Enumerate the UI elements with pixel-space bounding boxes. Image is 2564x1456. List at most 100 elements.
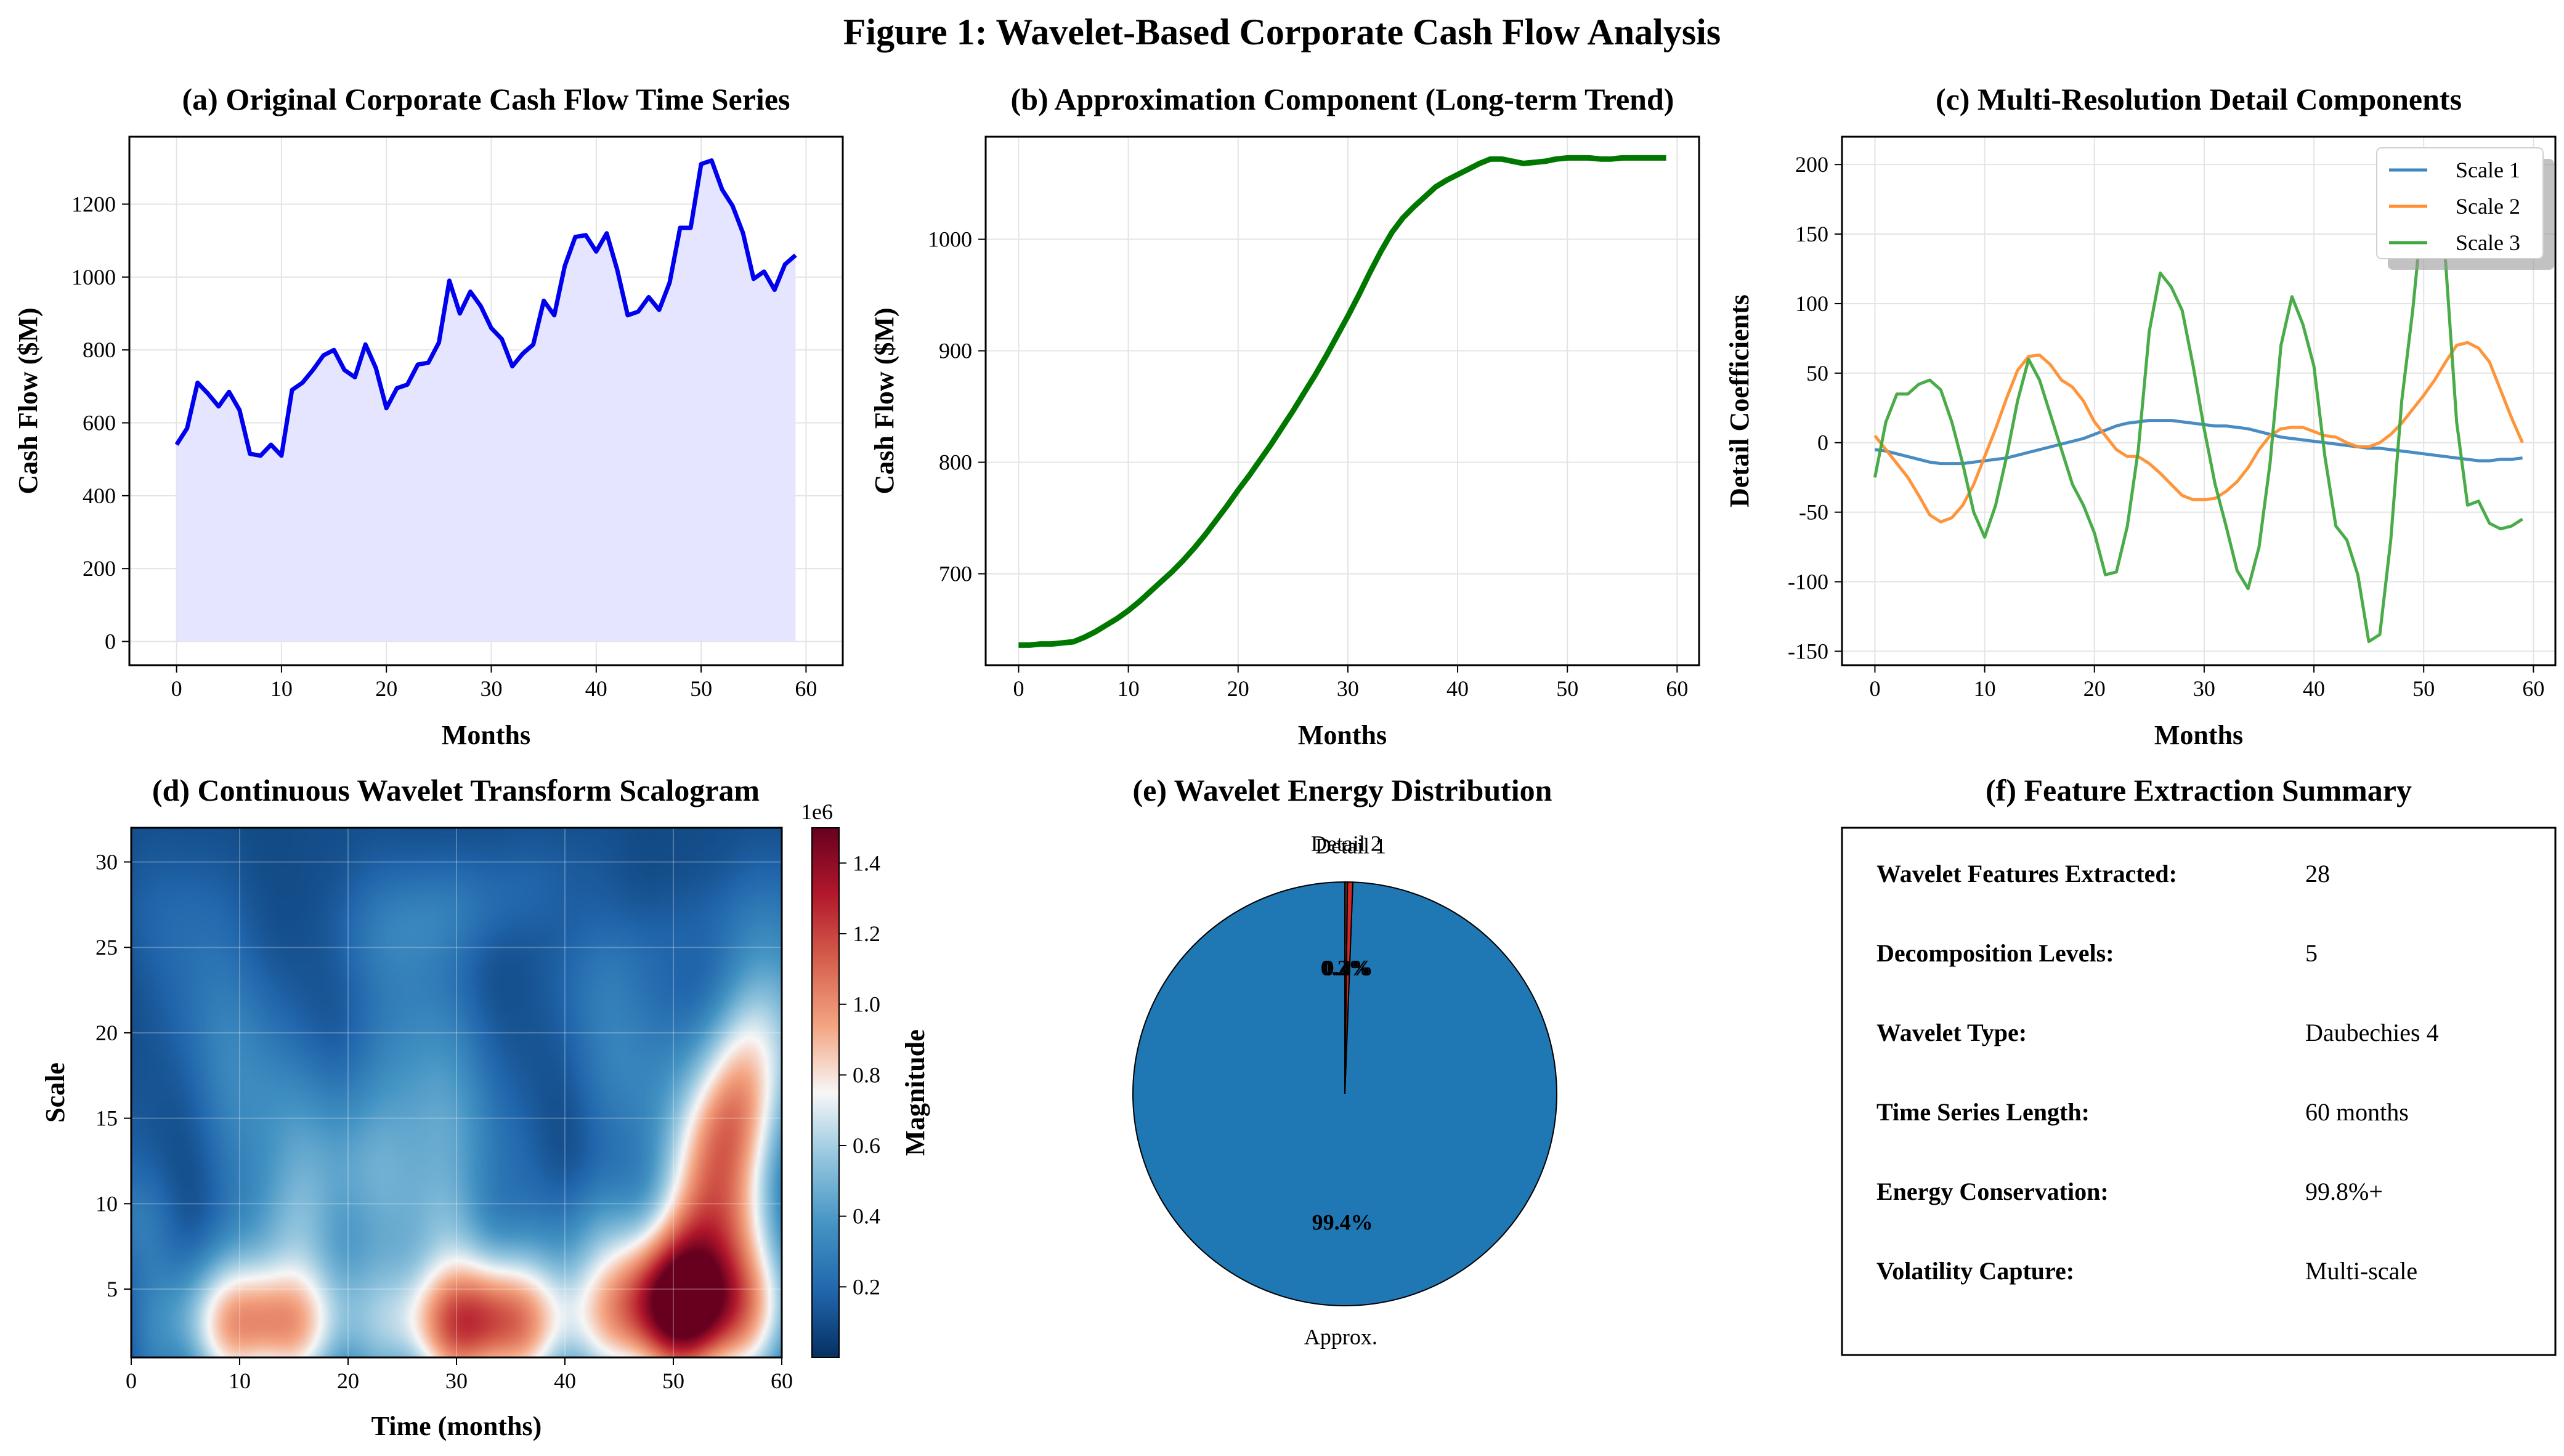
- x-tick-label: 50: [2412, 676, 2435, 701]
- series-line-scale-1: [1875, 419, 2523, 466]
- panel-c-ylabel: Detail Coefficients: [1724, 294, 1755, 508]
- panel-e-title: (e) Wavelet Energy Distribution: [1133, 773, 1552, 807]
- summary-value: Daubechies 4: [2305, 1019, 2439, 1046]
- x-tick-label: 20: [2083, 676, 2106, 701]
- panel-b-title: (b) Approximation Component (Long-term T…: [1011, 82, 1674, 116]
- panel-c-legend: Scale 1 Scale 2 Scale 3: [2376, 147, 2554, 270]
- panel-a-y-ticks: 0 200 400 600 800 1000 1200: [71, 192, 129, 654]
- panel-c-y-ticks: -150 -100 -50 0 50 100 150 200: [1788, 152, 1842, 663]
- y-tick-label: 900: [939, 339, 972, 363]
- y-tick-label: 0: [1817, 431, 1828, 455]
- series-line-scale-2: [1873, 341, 2524, 524]
- x-tick-label: 40: [1446, 676, 1469, 701]
- x-tick-label: 10: [1118, 676, 1140, 701]
- colorbar-tick-label: 0.4: [853, 1204, 880, 1229]
- x-tick-label: 0: [1869, 676, 1880, 701]
- pie-percent: 0.4%: [1323, 956, 1373, 981]
- y-tick-label: 100: [1795, 291, 1828, 316]
- panel-b-xlabel: Months: [1298, 720, 1387, 750]
- y-tick-label: -50: [1799, 500, 1828, 525]
- y-tick-label: -150: [1788, 639, 1828, 663]
- panel-c-title: (c) Multi-Resolution Detail Components: [1936, 82, 2462, 116]
- panel-e-energy-pie: (e) Wavelet Energy Distribution Approx. 9…: [1132, 773, 1558, 1349]
- summary-key: Energy Conservation:: [1876, 1178, 2109, 1205]
- colorbar-tick-label: 1.2: [853, 921, 880, 946]
- colorbar-tick-label: 0.2: [853, 1274, 880, 1299]
- pie-slice: [1344, 881, 1349, 1094]
- panel-c-grid: [1842, 137, 2555, 665]
- summary-value: Multi-scale: [2305, 1257, 2417, 1285]
- y-tick-label: 15: [95, 1106, 118, 1131]
- summary-key: Wavelet Type:: [1876, 1019, 2027, 1046]
- panel-a-ylabel: Cash Flow ($M): [13, 307, 43, 494]
- y-tick-label: 20: [95, 1021, 118, 1045]
- summary-key: Wavelet Features Extracted:: [1876, 860, 2177, 888]
- panel-a-frame: [128, 135, 844, 666]
- pie-label: Detail 1: [1315, 834, 1386, 859]
- y-tick-label: 800: [939, 450, 972, 475]
- y-tick-label: 400: [83, 483, 116, 508]
- summary-key: Volatility Capture:: [1876, 1257, 2074, 1285]
- x-tick-label: 40: [585, 676, 607, 701]
- y-tick-label: 1200: [71, 192, 116, 216]
- x-tick-label: 60: [795, 676, 817, 701]
- colorbar-offset: 1e6: [801, 799, 833, 824]
- y-tick-label: 25: [95, 935, 118, 960]
- legend-entry: Scale 1: [2456, 158, 2520, 182]
- panel-d-y-ticks: 5 10 15 20 25 30: [95, 849, 131, 1301]
- x-tick-label: 40: [2303, 676, 2325, 701]
- x-tick-label: 20: [337, 1369, 359, 1393]
- panel-a-area-fill: [176, 160, 796, 642]
- x-tick-label: 30: [445, 1369, 468, 1393]
- series-line-scale-3: [1873, 177, 2523, 644]
- pie-percent: 0.2%: [1321, 956, 1371, 981]
- pie-percent: 99.4%: [1312, 1210, 1373, 1234]
- legend-entry: Scale 2: [2456, 194, 2520, 219]
- colorbar-tick-label: 1.4: [853, 851, 880, 875]
- colorbar-tick-label: 0.6: [853, 1133, 880, 1158]
- x-tick-label: 0: [171, 676, 182, 701]
- x-tick-label: 0: [126, 1369, 137, 1393]
- x-tick-label: 50: [662, 1369, 684, 1393]
- panel-f-title: (f) Feature Extraction Summary: [1986, 773, 2412, 807]
- y-tick-label: 600: [83, 411, 116, 435]
- x-tick-label: 20: [1227, 676, 1249, 701]
- y-tick-label: 200: [83, 556, 116, 581]
- summary-box: [1841, 827, 2557, 1356]
- x-tick-label: 30: [1337, 676, 1359, 701]
- panel-a-cash-flow-line: [174, 158, 797, 458]
- colorbar-tick-label: 0.8: [853, 1062, 880, 1087]
- panel-b-y-ticks: 700 800 900 1000: [928, 227, 986, 586]
- y-tick-label: -100: [1788, 570, 1828, 594]
- figure-title: Figure 1: Wavelet-Based Corporate Cash F…: [843, 12, 1721, 52]
- colorbar-frame: [811, 827, 840, 1358]
- y-tick-label: 30: [95, 849, 118, 874]
- summary-value: 5: [2305, 939, 2318, 967]
- colorbar-tick-label: 1.0: [853, 992, 880, 1017]
- x-tick-label: 10: [270, 676, 293, 701]
- summary-rows: Wavelet Features Extracted: 28 Decompositi…: [1876, 860, 2439, 1285]
- y-tick-label: 0: [105, 629, 116, 654]
- panel-d-xlabel: Time (months): [371, 1411, 542, 1441]
- panel-a-x-ticks: 0 10 20 30 40 50 60: [171, 665, 817, 701]
- x-tick-label: 10: [229, 1369, 251, 1393]
- panel-c-series-lines: [1873, 177, 2524, 644]
- summary-value: 99.8%+: [2305, 1178, 2383, 1205]
- panel-b-approximation-trend: (b) Approximation Component (Long-term T…: [869, 82, 1700, 750]
- panel-b-trend-line: [1018, 155, 1666, 648]
- panel-a-xlabel: Months: [442, 720, 530, 750]
- x-tick-label: 30: [481, 676, 503, 701]
- panel-d-scalogram: (d) Continuous Wavelet Transform Scalogr…: [40, 773, 930, 1441]
- pie-label: Detail 2: [1311, 831, 1382, 856]
- panel-a-original-cash-flow: (a) Original Corporate Cash Flow Time Se…: [13, 82, 844, 750]
- y-tick-label: 700: [939, 562, 972, 586]
- energy-pie: Approx. 99.4% Detail 1 0.4% Detail 2 0.2%: [1132, 831, 1558, 1349]
- panel-b-ylabel: Cash Flow ($M): [869, 307, 899, 494]
- colorbar-label: Magnitude: [900, 1029, 930, 1155]
- y-tick-label: 50: [1806, 361, 1828, 386]
- summary-key: Time Series Length:: [1876, 1098, 2090, 1126]
- panel-f-feature-summary: (f) Feature Extraction Summary Wavelet F…: [1841, 773, 2557, 1356]
- x-tick-label: 10: [1974, 676, 1996, 701]
- colorbar-ticks: 0.2 0.4 0.6 0.8 1.0 1.2 1.4: [839, 851, 880, 1299]
